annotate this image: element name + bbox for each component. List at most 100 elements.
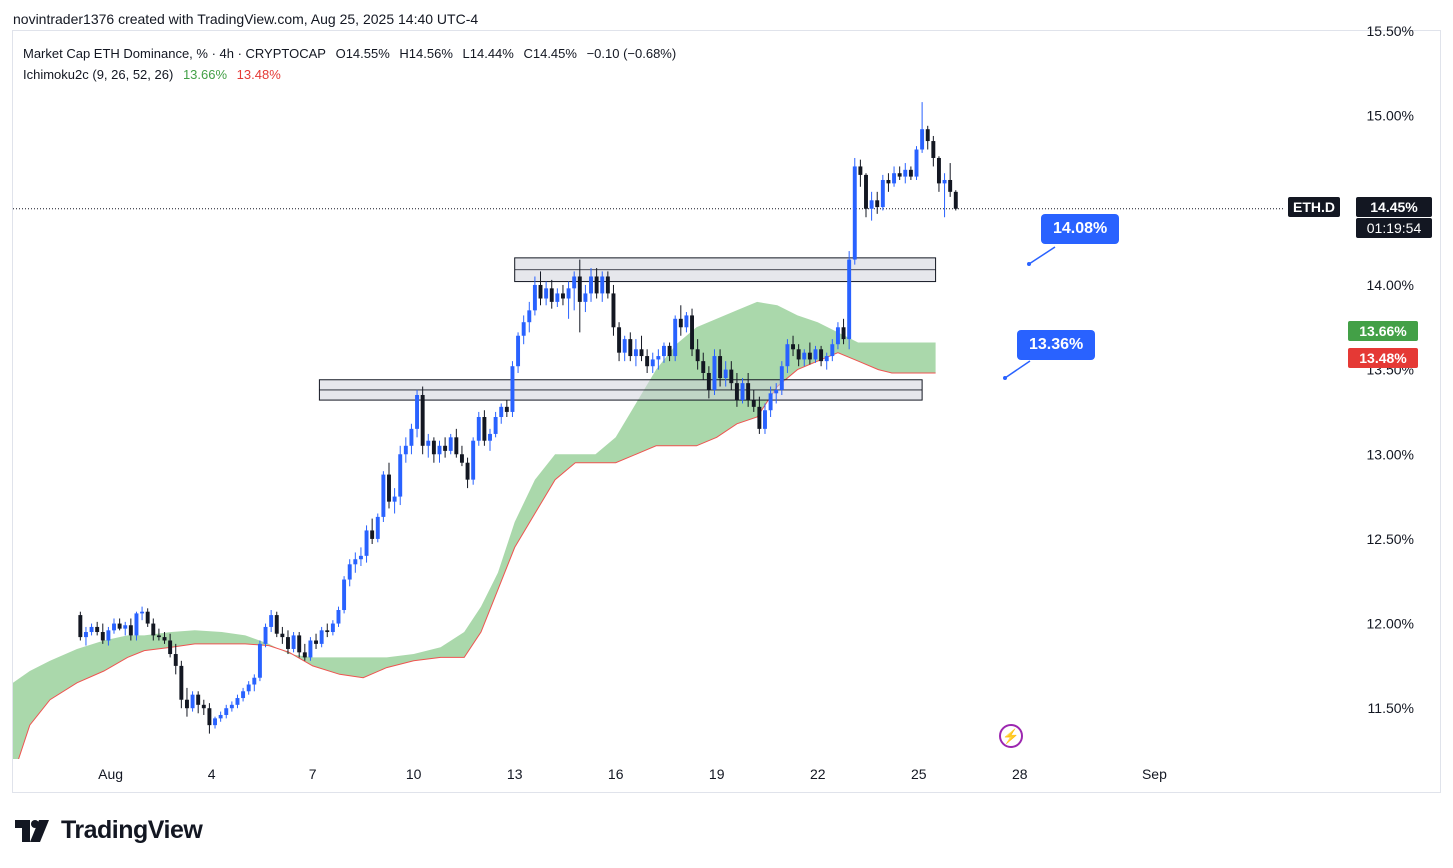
candle xyxy=(897,166,902,180)
candle xyxy=(201,699,206,715)
candle xyxy=(903,163,908,184)
candle-body xyxy=(819,349,824,362)
bar-countdown: 01:19:54 xyxy=(1356,218,1432,238)
candle xyxy=(622,335,627,362)
callout-upper-pointer xyxy=(1028,246,1056,265)
candle xyxy=(319,626,324,648)
candle-body xyxy=(257,643,262,678)
candle xyxy=(645,349,650,373)
candle-body xyxy=(768,393,773,411)
candle-body xyxy=(931,141,936,158)
chart-frame[interactable] xyxy=(12,30,1441,793)
candle-body xyxy=(600,276,605,294)
candle-body xyxy=(370,530,375,539)
candle xyxy=(246,681,251,695)
candle-body xyxy=(151,623,156,636)
candle-body xyxy=(392,496,397,502)
candle xyxy=(875,191,880,214)
candle xyxy=(819,345,824,367)
candle-body xyxy=(617,327,622,353)
candle-body xyxy=(813,349,818,360)
candle xyxy=(325,623,330,638)
symbol-legend[interactable]: Market Cap ETH Dominance, % · 4h · CRYPT… xyxy=(23,46,682,61)
candle xyxy=(763,403,767,434)
candle-body xyxy=(448,437,453,451)
candle-body xyxy=(734,383,739,401)
candle-body xyxy=(897,173,902,177)
candle-body xyxy=(908,169,913,177)
candle-body xyxy=(325,630,330,633)
candle-body xyxy=(465,462,470,480)
candle-body xyxy=(229,704,234,709)
candle xyxy=(718,349,723,387)
ichimoku-cloud xyxy=(13,301,936,759)
candle xyxy=(415,389,420,438)
callout-upper-zone[interactable]: 14.08% xyxy=(1041,214,1120,244)
candle xyxy=(471,437,476,485)
candle-body xyxy=(286,637,290,649)
candle-body xyxy=(639,349,644,357)
candle xyxy=(864,173,868,218)
candle-body xyxy=(532,284,537,311)
candle-body xyxy=(241,691,246,699)
candle xyxy=(308,637,313,661)
candle-body xyxy=(577,276,582,302)
candle xyxy=(701,352,706,380)
candle-body xyxy=(841,327,846,340)
candle-body xyxy=(499,406,504,418)
candle-body xyxy=(521,322,526,336)
candle xyxy=(583,284,588,313)
candle xyxy=(128,618,133,641)
candle-body xyxy=(134,613,139,636)
candle xyxy=(779,361,784,395)
candle-body xyxy=(796,349,801,360)
y-tick-label: 13.00% xyxy=(1367,446,1414,462)
callout-lower-zone[interactable]: 13.36% xyxy=(1017,330,1096,360)
candle-body xyxy=(869,200,874,209)
candle-body xyxy=(880,179,885,208)
candle-body xyxy=(684,315,689,328)
candle-body xyxy=(791,344,796,350)
candle xyxy=(633,339,638,367)
x-tick-label: 22 xyxy=(810,766,826,782)
candle xyxy=(392,488,397,514)
candle-body xyxy=(875,200,880,208)
candle xyxy=(684,312,689,333)
callout-lower-anchor xyxy=(1003,376,1007,380)
candle xyxy=(847,251,852,350)
candle xyxy=(78,611,83,641)
candle xyxy=(734,372,739,407)
candle xyxy=(639,335,644,362)
candle-body xyxy=(83,632,88,638)
candle xyxy=(207,703,212,734)
candle xyxy=(218,711,223,722)
candle xyxy=(729,361,734,390)
candle-body xyxy=(516,335,521,367)
tradingview-logo[interactable]: TradingView xyxy=(15,816,203,845)
candle xyxy=(628,332,633,362)
candle-body xyxy=(471,440,476,480)
y-tick-label: 12.00% xyxy=(1367,616,1414,632)
candle-body xyxy=(415,395,420,429)
x-tick-label: 13 xyxy=(507,766,523,782)
candle xyxy=(549,279,554,309)
candle-body xyxy=(824,356,829,362)
candle xyxy=(527,301,532,333)
candle-body xyxy=(594,276,599,294)
candle-body xyxy=(572,276,577,289)
candle xyxy=(712,349,717,395)
indicator-legend[interactable]: Ichimoku2c (9, 26, 52, 26) 13.66% 13.48% xyxy=(23,67,287,82)
candle-body xyxy=(459,454,464,463)
candle-body xyxy=(583,293,588,302)
candle-body xyxy=(347,564,352,580)
last-price-label: 14.45% xyxy=(1356,197,1432,217)
candle-body xyxy=(656,356,661,360)
candle xyxy=(358,547,363,566)
candle-body xyxy=(852,166,857,260)
candle-body xyxy=(224,708,229,715)
candle xyxy=(168,633,173,658)
candle-body xyxy=(302,652,307,658)
lightning-icon[interactable]: ⚡ xyxy=(999,724,1023,748)
candle-body xyxy=(953,191,958,209)
